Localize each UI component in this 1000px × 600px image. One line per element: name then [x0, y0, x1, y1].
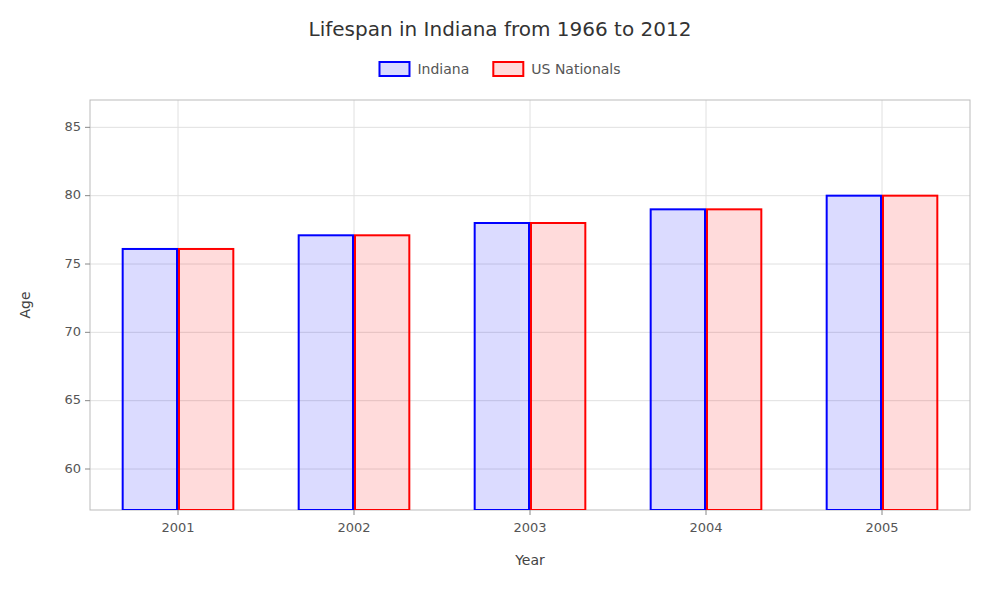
- x-tick: [178, 510, 179, 515]
- x-tick-label: 2005: [865, 520, 898, 535]
- bar: [883, 196, 937, 510]
- y-tick-label: 80: [64, 187, 81, 202]
- x-axis-label: Year: [514, 552, 545, 568]
- grid: [90, 100, 970, 510]
- bar: [179, 249, 233, 510]
- bar: [475, 223, 529, 510]
- x-tick: [354, 510, 355, 515]
- y-tick: [85, 469, 90, 470]
- x-tick-label: 2004: [689, 520, 722, 535]
- y-tick-label: 75: [64, 256, 81, 271]
- chart-container: Lifespan in Indiana from 1966 to 2012606…: [0, 0, 1000, 600]
- x-tick-label: 2003: [513, 520, 546, 535]
- y-axis-label: Age: [17, 291, 33, 318]
- legend-swatch: [493, 62, 523, 76]
- legend: Indiana US Nationals: [379, 61, 620, 77]
- legend-item: Indiana: [379, 61, 469, 77]
- x-tick-label: 2002: [337, 520, 370, 535]
- y-tick: [85, 264, 90, 265]
- chart-svg: Lifespan in Indiana from 1966 to 2012606…: [0, 0, 1000, 600]
- x-tick-label: 2001: [161, 520, 194, 535]
- y-tick-label: 65: [64, 392, 81, 407]
- y-tick-label: 85: [64, 119, 81, 134]
- bar: [651, 209, 705, 510]
- legend-label: Indiana: [417, 61, 469, 77]
- bars: [123, 196, 938, 510]
- bar: [707, 209, 761, 510]
- bar: [355, 235, 409, 510]
- y-tick-label: 70: [64, 324, 81, 339]
- chart-title: Lifespan in Indiana from 1966 to 2012: [309, 17, 692, 41]
- bar: [531, 223, 585, 510]
- y-tick: [85, 127, 90, 128]
- y-tick-label: 60: [64, 461, 81, 476]
- legend-label: US Nationals: [531, 61, 620, 77]
- bar: [299, 235, 353, 510]
- plot-frame: [90, 100, 970, 510]
- x-axis: 2001 2002 2003 2004 2005: [161, 510, 898, 535]
- bar: [123, 249, 177, 510]
- x-tick: [530, 510, 531, 515]
- x-tick: [882, 510, 883, 515]
- bar: [827, 196, 881, 510]
- y-tick: [85, 195, 90, 196]
- x-tick: [706, 510, 707, 515]
- legend-swatch: [379, 62, 409, 76]
- y-tick: [85, 332, 90, 333]
- y-axis: 60 65 70 75 80 85: [64, 119, 90, 476]
- y-tick: [85, 400, 90, 401]
- legend-item: US Nationals: [493, 61, 620, 77]
